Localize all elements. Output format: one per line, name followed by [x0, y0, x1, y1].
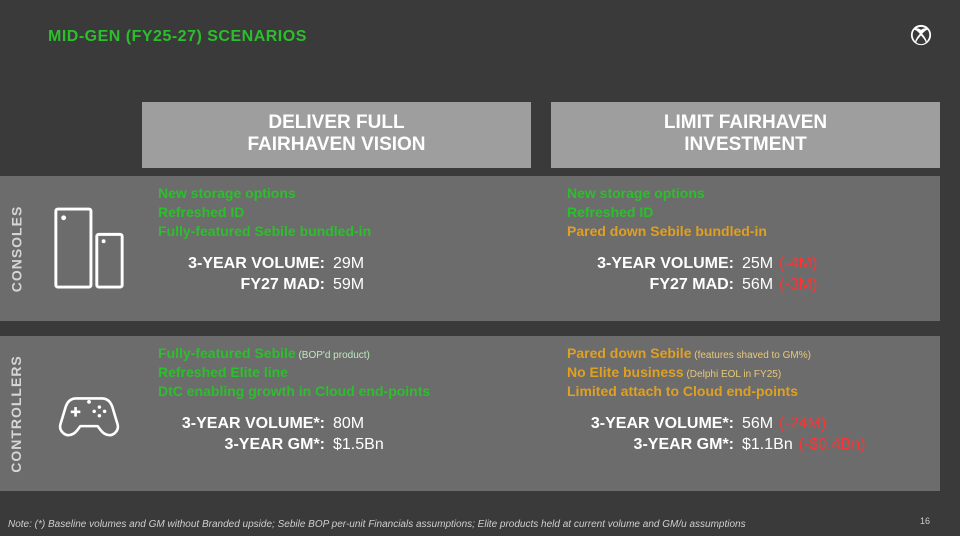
metric-value: 59M	[333, 274, 364, 296]
feature-line: New storage options	[158, 184, 515, 203]
metric-label: 3-YEAR VOLUME*:	[567, 413, 742, 435]
feature-line: DtC enabling growth in Cloud end-points	[158, 382, 515, 401]
metric-row: 3-YEAR VOLUME*:80M	[158, 413, 515, 435]
metric-value: 25M	[742, 253, 773, 275]
metric-value: 80M	[333, 413, 364, 435]
feature-line: Refreshed ID	[158, 203, 515, 222]
metric-label: 3-YEAR VOLUME:	[158, 253, 333, 275]
feature-sub: (features shaved to GM%)	[691, 350, 811, 361]
controller-icon	[36, 336, 142, 491]
feature-line: Refreshed Elite line	[158, 363, 515, 382]
metric-row: 3-YEAR VOLUME:25M (-4M)	[567, 253, 924, 275]
feature-line: No Elite business (Delphi EOL in FY25)	[567, 363, 924, 382]
consoles-icon	[36, 176, 142, 321]
metric-label: 3-YEAR VOLUME*:	[158, 413, 333, 435]
consoles-right: New storage optionsRefreshed IDPared dow…	[551, 184, 940, 314]
page-number: 16	[920, 516, 930, 526]
metric-label: FY27 MAD:	[567, 274, 742, 296]
consoles-left-features: New storage optionsRefreshed IDFully-fea…	[158, 184, 515, 241]
feature-line: Refreshed ID	[567, 203, 924, 222]
controllers-left: Fully-featured Sebile (BOP'd product)Ref…	[142, 344, 531, 484]
metric-label: 3-YEAR VOLUME:	[567, 253, 742, 275]
feature-line: Fully-featured Sebile (BOP'd product)	[158, 344, 515, 363]
col-left-line1: DELIVER FULL	[142, 112, 531, 134]
metric-row: 3-YEAR GM*:$1.1Bn (-$0.4Bn)	[567, 434, 924, 456]
metric-value: 29M	[333, 253, 364, 275]
metric-row: FY27 MAD:59M	[158, 274, 515, 296]
consoles-columns: New storage optionsRefreshed IDFully-fea…	[142, 184, 940, 314]
consoles-left-metrics: 3-YEAR VOLUME:29MFY27 MAD:59M	[158, 253, 515, 296]
col-left-line2: FAIRHAVEN VISION	[142, 134, 531, 156]
controllers-vlabel: CONTROLLERS	[0, 336, 32, 491]
consoles-left: New storage optionsRefreshed IDFully-fea…	[142, 184, 531, 314]
feature-line: Pared down Sebile (features shaved to GM…	[567, 344, 924, 363]
metric-label: FY27 MAD:	[158, 274, 333, 296]
feature-sub: (BOP'd product)	[296, 350, 370, 361]
controllers-right-metrics: 3-YEAR VOLUME*:56M(-24M)3-YEAR GM*:$1.1B…	[567, 413, 924, 456]
metric-delta: (-$0.4Bn)	[799, 434, 866, 456]
metric-row: 3-YEAR VOLUME*:56M (-24M)	[567, 413, 924, 435]
controllers-right: Pared down Sebile (features shaved to GM…	[551, 344, 940, 484]
metric-label: 3-YEAR GM*:	[567, 434, 742, 456]
metric-value: 56M	[742, 274, 773, 296]
feature-line: Pared down Sebile bundled-in	[567, 222, 924, 241]
footnote: Note: (*) Baseline volumes and GM withou…	[8, 519, 746, 530]
metric-label: 3-YEAR GM*:	[158, 434, 333, 456]
consoles-vlabel: CONSOLES	[0, 176, 32, 321]
controllers-columns: Fully-featured Sebile (BOP'd product)Ref…	[142, 344, 940, 484]
metric-delta: (-24M)	[779, 413, 826, 435]
metric-delta: (-3M)	[779, 274, 817, 296]
consoles-right-features: New storage optionsRefreshed IDPared dow…	[567, 184, 924, 241]
controllers-left-features: Fully-featured Sebile (BOP'd product)Ref…	[158, 344, 515, 401]
metric-row: 3-YEAR VOLUME:29M	[158, 253, 515, 275]
feature-line: Limited attach to Cloud end-points	[567, 382, 924, 401]
slide-title: MID-GEN (FY25-27) SCENARIOS	[48, 28, 307, 46]
controllers-right-features: Pared down Sebile (features shaved to GM…	[567, 344, 924, 401]
feature-sub: (Delphi EOL in FY25)	[684, 369, 781, 380]
metric-row: FY27 MAD:56M (-3M)	[567, 274, 924, 296]
controllers-left-metrics: 3-YEAR VOLUME*:80M3-YEAR GM*:$1.5Bn	[158, 413, 515, 456]
col-right-line1: LIMIT FAIRHAVEN	[551, 112, 940, 134]
column-header-left: DELIVER FULL FAIRHAVEN VISION	[142, 102, 531, 168]
metric-row: 3-YEAR GM*:$1.5Bn	[158, 434, 515, 456]
metric-value: $1.5Bn	[333, 434, 384, 456]
metric-value: $1.1Bn	[742, 434, 793, 456]
column-headers: DELIVER FULL FAIRHAVEN VISION LIMIT FAIR…	[142, 102, 940, 168]
consoles-right-metrics: 3-YEAR VOLUME:25M (-4M) FY27 MAD:56M (-3M)	[567, 253, 924, 296]
feature-line: New storage options	[567, 184, 924, 203]
column-header-right: LIMIT FAIRHAVEN INVESTMENT	[551, 102, 940, 168]
metric-delta: (-4M)	[779, 253, 817, 275]
feature-line: Fully-featured Sebile bundled-in	[158, 222, 515, 241]
metric-value: 56M	[742, 413, 773, 435]
col-right-line2: INVESTMENT	[551, 134, 940, 156]
xbox-logo-icon	[910, 24, 932, 46]
